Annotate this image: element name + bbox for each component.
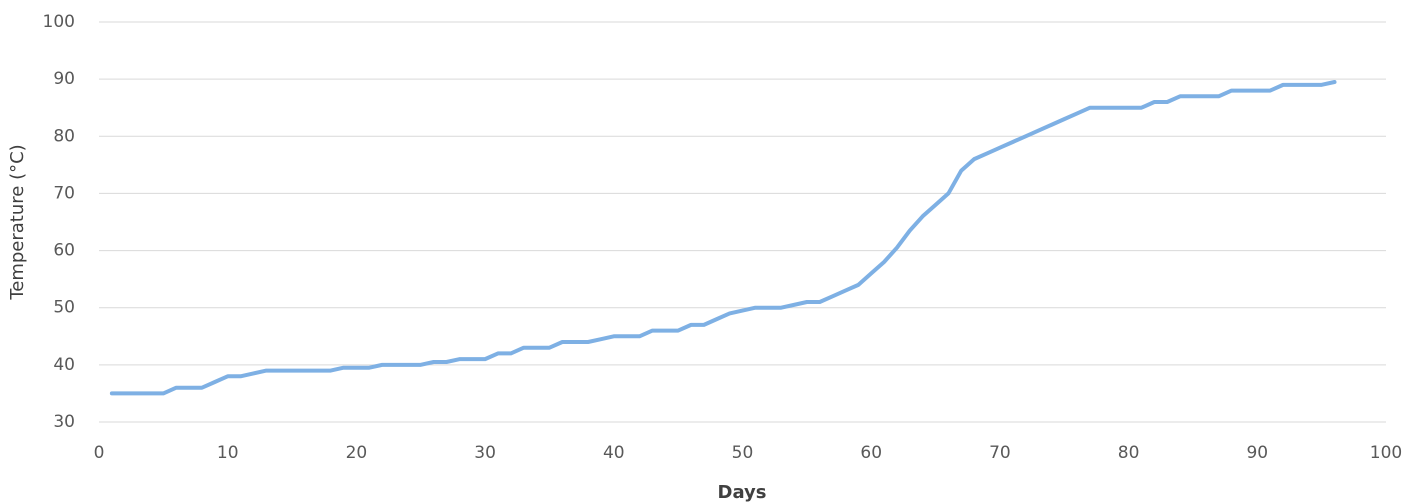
y-tick-label: 50 [53, 298, 75, 318]
x-axis-title: Days [718, 482, 767, 503]
y-tick-label: 90 [53, 69, 75, 89]
x-tick-label: 90 [1246, 443, 1268, 463]
y-tick-label: 60 [53, 241, 75, 261]
x-tick-label: 50 [732, 443, 754, 463]
x-tick-label: 80 [1118, 443, 1140, 463]
x-tick-label: 30 [474, 443, 496, 463]
x-tick-label: 40 [603, 443, 625, 463]
x-tick-label: 10 [217, 443, 239, 463]
x-tick-label: 60 [860, 443, 882, 463]
x-tick-label: 20 [346, 443, 368, 463]
y-tick-label: 40 [53, 355, 75, 375]
y-axis-title: Temperature (°C) [7, 144, 28, 300]
data-line [109, 80, 1337, 396]
y-tick-label: 30 [53, 412, 75, 432]
y-tick-label: 80 [53, 126, 75, 146]
y-tick-label: 70 [53, 183, 75, 203]
x-tick-label: 0 [94, 443, 105, 463]
x-tick-label: 70 [989, 443, 1011, 463]
y-tick-label: 100 [43, 12, 75, 32]
x-tick-label: 100 [1370, 443, 1402, 463]
